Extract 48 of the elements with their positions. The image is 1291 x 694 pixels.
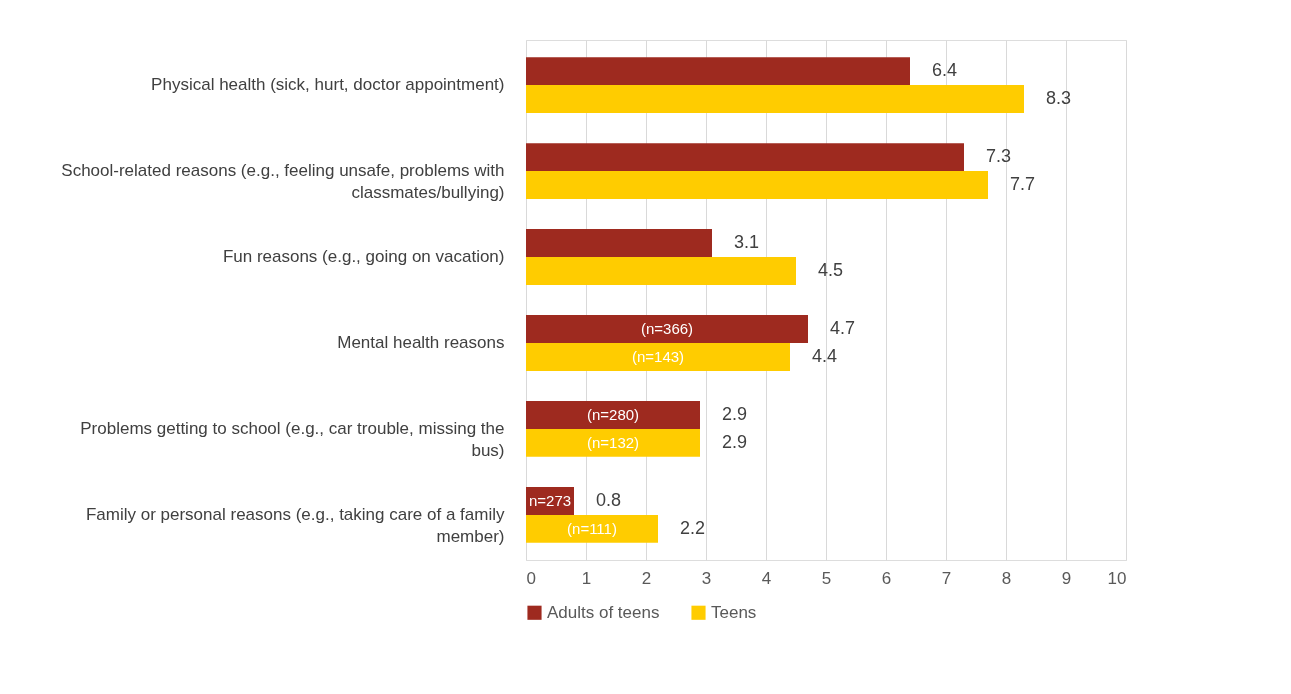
data-label: 7.7 [1010, 174, 1036, 195]
data-label: 0.8 [596, 489, 622, 510]
annotation: (n=132) [586, 433, 640, 451]
x-tick-label: 5 [821, 568, 832, 588]
data-label: 7.3 [986, 146, 1012, 167]
data-label: 2.9 [722, 403, 748, 424]
data-label: 2.9 [722, 431, 748, 452]
annotation: (n=111) [567, 519, 617, 537]
data-label: 4.5 [818, 259, 844, 280]
x-tick-label: 6 [881, 568, 892, 588]
legend-label: Adults of teens [547, 602, 660, 622]
x-tick-label: 9 [1061, 568, 1072, 588]
x-tick-label: 7 [941, 568, 952, 588]
data-label: 8.3 [1046, 88, 1072, 109]
bar [526, 342, 790, 371]
bar [526, 257, 796, 285]
y-tick-label: Problems getting to school (e.g., car trouble, missing the bus) [80, 418, 505, 460]
bar [526, 400, 700, 429]
x-tick-label: 3 [701, 568, 712, 588]
bar [526, 85, 1024, 114]
data-label: 6.4 [932, 60, 958, 81]
x-tick-label: 2 [641, 568, 652, 588]
data-label: 4.7 [830, 318, 856, 339]
bar [526, 428, 700, 457]
bar [526, 229, 712, 258]
y-tick-label: Mental health reasons [337, 332, 505, 352]
x-tick-label: 0 [526, 568, 536, 588]
y-tick-label: School-related reasons (e.g., feeling unsafe, problems with classmates/bullying) [61, 161, 505, 203]
legend-label: Teens [711, 602, 757, 622]
bar [526, 315, 808, 343]
bar [526, 143, 964, 172]
y-tick-label: Fun reasons (e.g., going on vacation) [222, 247, 505, 267]
bar [526, 171, 988, 200]
y-tick-label: Family or personal reasons (e.g., taking care of a family member) [85, 504, 505, 546]
y-tick-label: Physical health (sick, hurt, doctor appointment) [151, 75, 505, 95]
bar [526, 57, 910, 86]
annotation: (n=366) [640, 320, 694, 338]
annotation: (n=280) [586, 405, 640, 423]
x-tick-label: 8 [1001, 568, 1012, 588]
x-tick-label: 1 [581, 568, 592, 588]
x-tick-label: 10 [1107, 568, 1127, 588]
x-tick-label: 4 [761, 568, 772, 588]
bar [526, 514, 658, 543]
annotation: (n=143) [631, 347, 685, 365]
annotation: n=273 [528, 491, 572, 509]
data-label: 3.1 [734, 232, 760, 253]
data-label: 2.2 [680, 517, 706, 538]
data-label: 4.4 [812, 345, 838, 366]
